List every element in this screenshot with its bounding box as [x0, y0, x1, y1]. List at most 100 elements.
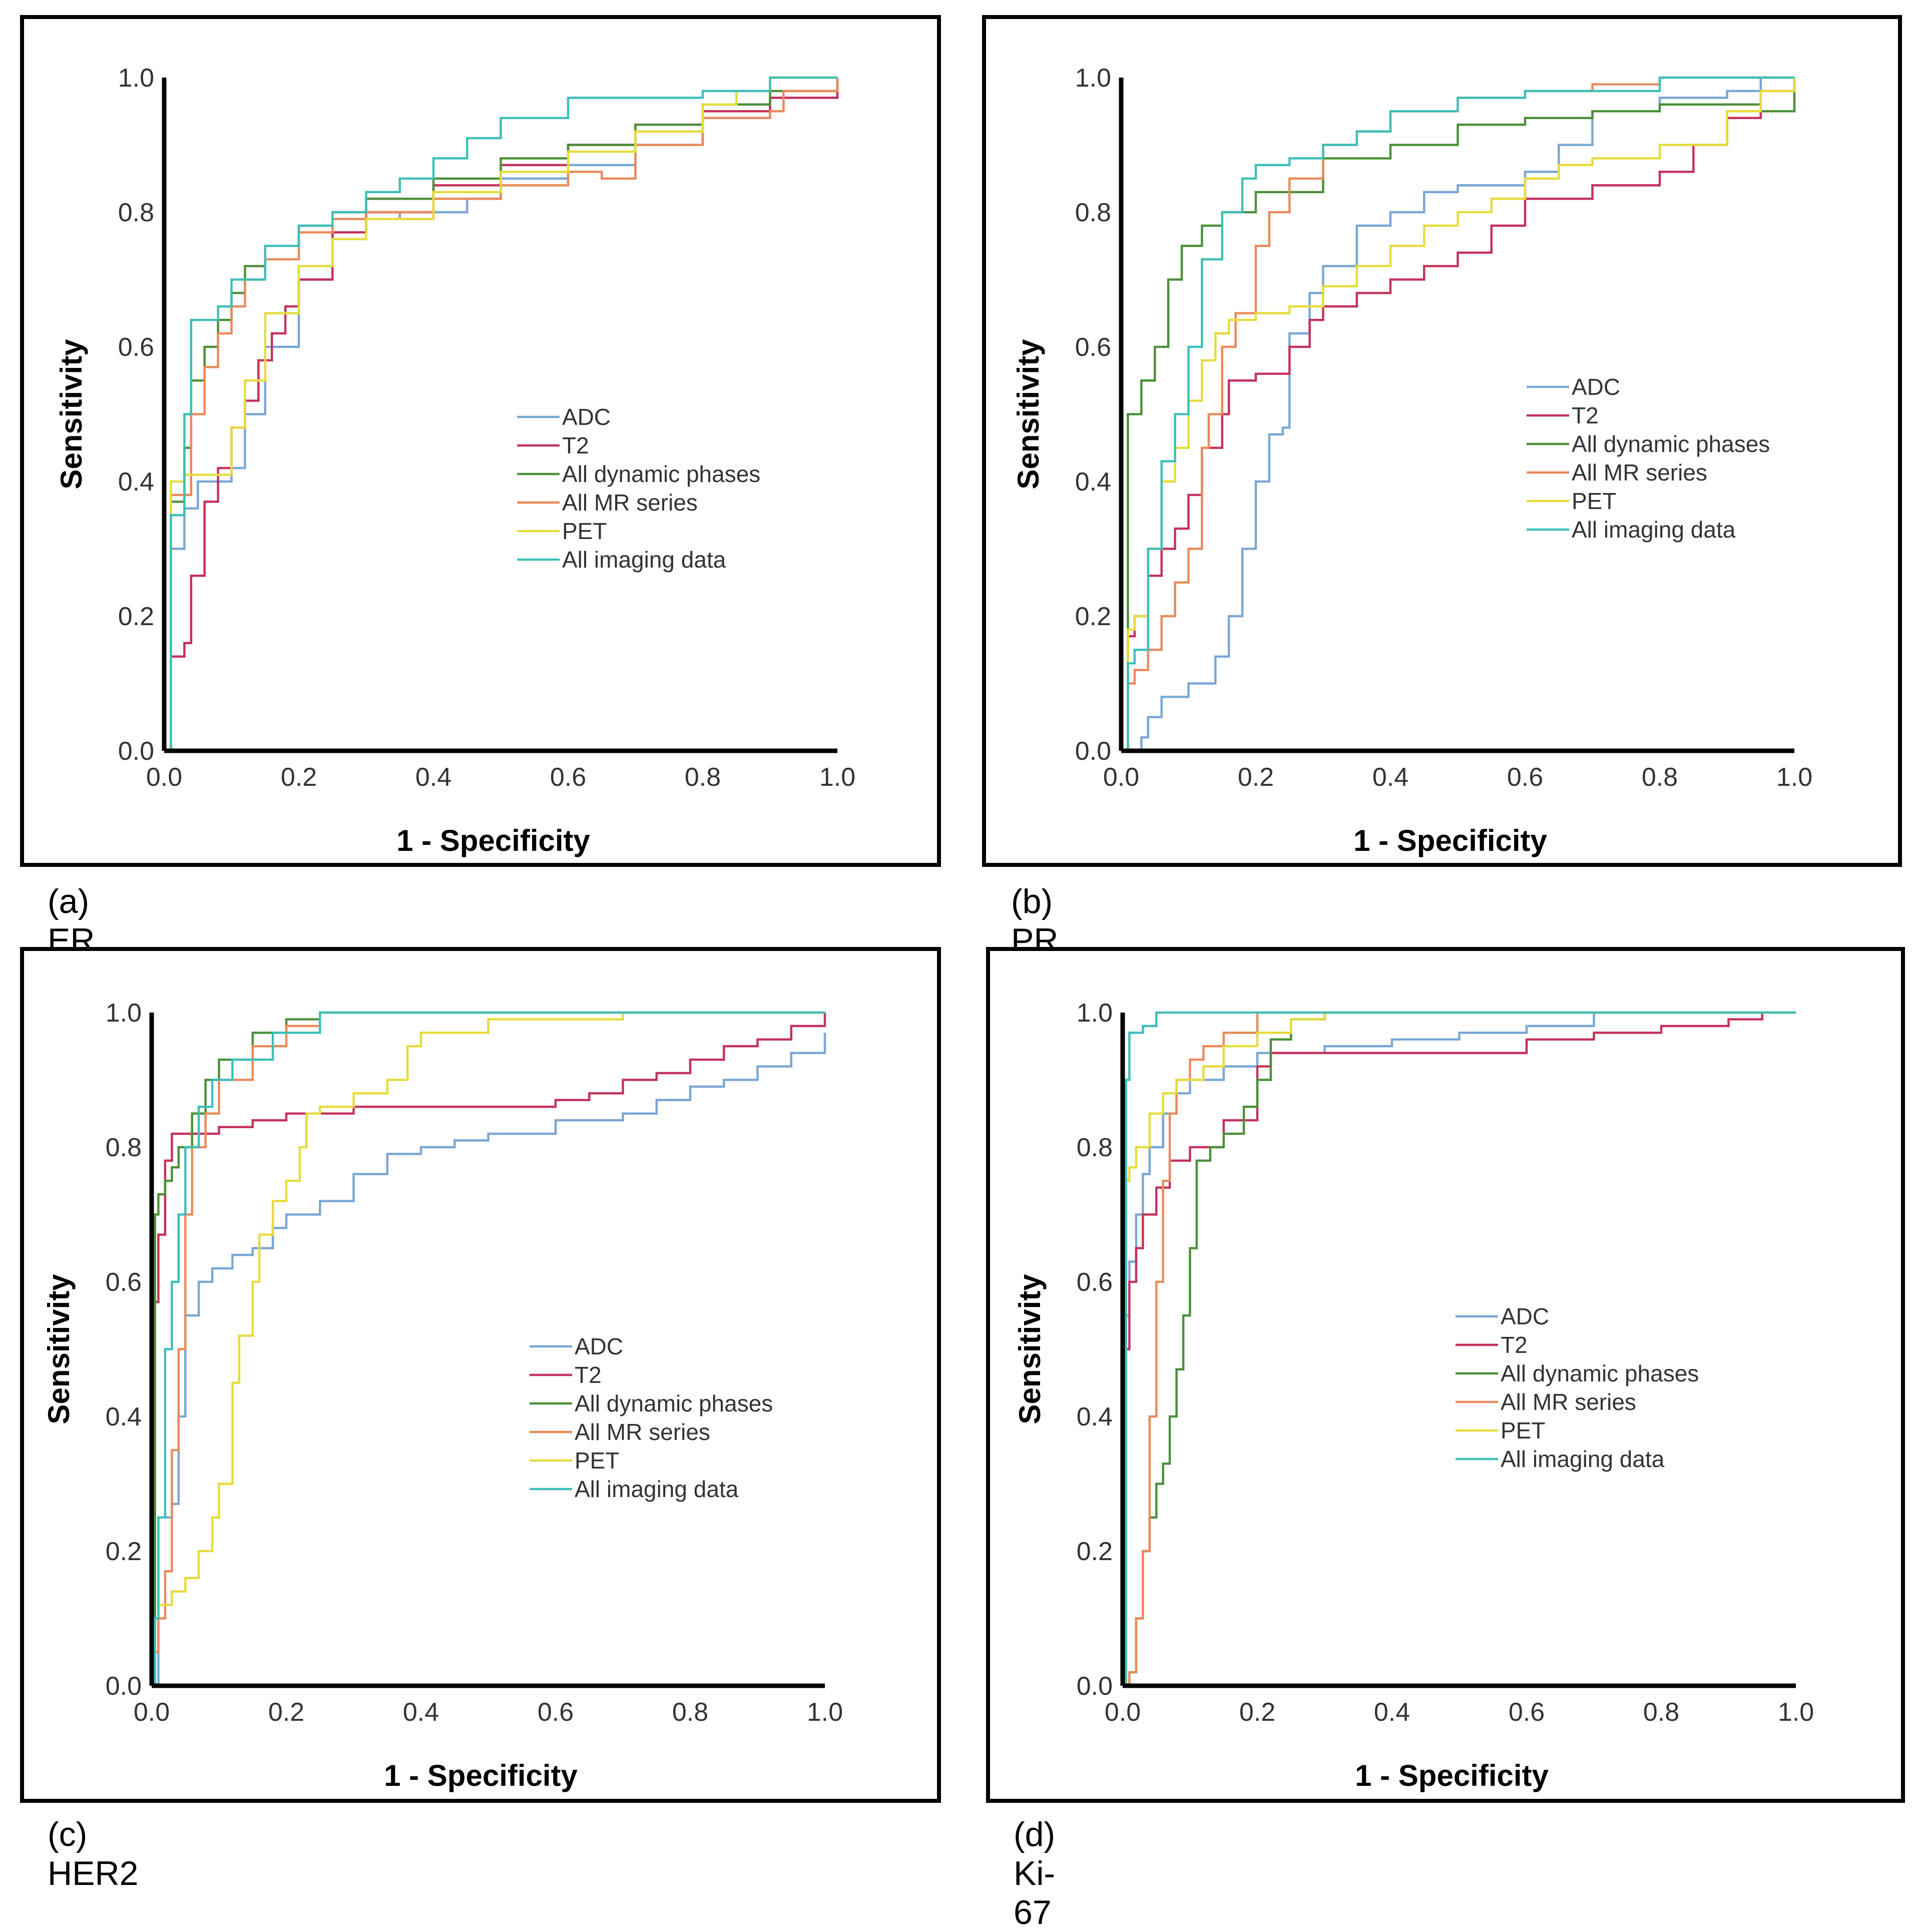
y-axis-title: Sensitivity	[55, 339, 88, 490]
legend-label-all-dynamic-phases: All dynamic phases	[1572, 431, 1770, 457]
x-tick-label: 0.0	[1105, 1698, 1141, 1727]
y-tick-label: 1.0	[1077, 999, 1113, 1028]
roc-chart-ki67: 0.0 0.2 0.4 0.6 0.8 1.0 0.0 0.2 0.4 0.6 0.8 1.0 1 - …	[1013, 999, 1814, 1792]
x-tick-label: 0.0	[134, 1698, 170, 1727]
legend-label-t2: T2	[1501, 1332, 1528, 1358]
legend-label-all-mr-series: All MR series	[575, 1419, 710, 1445]
y-tick-label: 0.0	[1075, 737, 1111, 766]
y-tick-label: 0.4	[1077, 1402, 1113, 1431]
roc-line-pet	[164, 76, 837, 752]
chart-frame-her2: 0.0 0.2 0.4 0.6 0.8 1.0 0.0 0.2 0.4 0.6 0.8 1.0 1 - …	[20, 947, 941, 1803]
x-axis-title: 1 - Specificity	[1355, 1759, 1549, 1792]
legend-label-adc: ADC	[575, 1333, 623, 1359]
roc-line-all-dynamic-phases	[1121, 78, 1796, 752]
x-tick-label: 0.2	[1239, 1698, 1275, 1727]
y-tick-label: 0.8	[106, 1133, 142, 1162]
y-axis-title: Sensitivity	[1012, 339, 1045, 490]
roc-line-adc	[152, 1033, 826, 1687]
x-tick-label: 0.6	[538, 1698, 574, 1727]
y-tick-label: 0.6	[106, 1268, 142, 1297]
roc-line-all-mr-series	[1123, 1011, 1796, 1687]
roc-line-adc	[1121, 76, 1794, 752]
y-tick-label: 0.4	[106, 1402, 142, 1431]
x-tick-label: 1.0	[819, 763, 855, 792]
roc-line-all-imaging-data	[1123, 1011, 1796, 1687]
y-tick-label: 0.8	[1075, 198, 1111, 227]
roc-line-t2	[152, 1013, 826, 1687]
legend-label-pet: PET	[562, 518, 607, 544]
x-tick-label: 0.4	[415, 763, 451, 792]
y-tick-label: 0.2	[118, 602, 154, 631]
legend-label-pet: PET	[575, 1447, 619, 1474]
caption-her2: (c) HER2	[48, 1815, 139, 1892]
legend-label-all-imaging-data: All imaging data	[1572, 517, 1736, 543]
legend-label-adc: ADC	[562, 404, 611, 430]
x-axis-title: 1 - Specificity	[384, 1759, 578, 1792]
legend-label-t2: T2	[575, 1362, 602, 1388]
y-tick-label: 0.2	[1075, 602, 1111, 631]
roc-line-t2	[1121, 78, 1796, 752]
x-tick-label: 0.2	[1238, 763, 1274, 792]
legend-label-t2: T2	[1572, 402, 1599, 428]
legend-label-all-mr-series: All MR series	[1572, 459, 1707, 486]
roc-line-all-dynamic-phases	[152, 1011, 825, 1687]
legend-label-all-dynamic-phases: All dynamic phases	[562, 461, 760, 487]
x-tick-label: 0.0	[146, 763, 182, 792]
caption-ki67: (d) Ki-67	[1014, 1815, 1056, 1931]
y-tick-label: 1.0	[106, 999, 142, 1028]
roc-chart-pr: 0.0 0.2 0.4 0.6 0.8 1.0 0.0 0.2 0.4 0.6 0.8 1.0 1 - …	[1012, 64, 1812, 857]
chart-frame-ki67: 0.0 0.2 0.4 0.6 0.8 1.0 0.0 0.2 0.4 0.6 0.8 1.0 1 - …	[986, 947, 1905, 1803]
roc-line-all-imaging-data	[1121, 76, 1794, 752]
x-tick-label: 0.6	[550, 763, 586, 792]
legend-label-all-dynamic-phases: All dynamic phases	[575, 1390, 773, 1416]
legend-label-all-mr-series: All MR series	[1501, 1389, 1636, 1415]
chart-frame-er: 0.0 0.2 0.4 0.6 0.8 1.0 0.0 0.2 0.4 0.6 0.8 1.0 1 - …	[20, 15, 941, 867]
roc-line-all-dynamic-phases	[1123, 1011, 1796, 1687]
y-tick-label: 0.6	[118, 333, 154, 362]
x-tick-label: 0.4	[403, 1698, 439, 1727]
x-tick-label: 0.8	[672, 1698, 708, 1727]
roc-line-all-mr-series	[152, 1011, 825, 1687]
roc-line-pet	[152, 1011, 825, 1687]
x-tick-label: 0.8	[685, 763, 721, 792]
x-tick-label: 0.2	[268, 1698, 304, 1727]
legend-label-pet: PET	[1501, 1417, 1545, 1443]
chart-frame-pr: 0.0 0.2 0.4 0.6 0.8 1.0 0.0 0.2 0.4 0.6 0.8 1.0 1 - …	[982, 15, 1902, 867]
x-tick-label: 0.4	[1372, 763, 1408, 792]
legend-label-all-imaging-data: All imaging data	[562, 547, 726, 573]
y-tick-label: 1.0	[118, 64, 154, 93]
x-axis-title: 1 - Specificity	[1353, 824, 1547, 857]
y-tick-label: 0.6	[1077, 1268, 1113, 1297]
y-axis-title: Sensitivity	[42, 1274, 76, 1424]
y-tick-label: 0.8	[1077, 1133, 1113, 1162]
x-axis-title: 1 - Specificity	[396, 824, 590, 857]
x-tick-label: 0.4	[1374, 1698, 1410, 1727]
legend-label-adc: ADC	[1572, 374, 1620, 400]
roc-line-t2	[1123, 1011, 1796, 1687]
y-tick-label: 0.6	[1075, 333, 1111, 362]
legend-label-all-imaging-data: All imaging data	[575, 1476, 739, 1502]
x-tick-label: 0.6	[1507, 763, 1543, 792]
roc-chart-er: 0.0 0.2 0.4 0.6 0.8 1.0 0.0 0.2 0.4 0.6 0.8 1.0 1 - …	[55, 64, 855, 857]
y-tick-label: 0.4	[118, 467, 154, 497]
roc-line-pet	[1123, 1011, 1796, 1687]
x-tick-label: 0.2	[281, 763, 317, 792]
y-tick-label: 0.0	[1077, 1672, 1113, 1701]
y-tick-label: 0.2	[1077, 1537, 1113, 1566]
y-tick-label: 0.0	[106, 1672, 142, 1701]
legend-label-all-imaging-data: All imaging data	[1501, 1446, 1665, 1472]
x-tick-label: 1.0	[807, 1698, 843, 1727]
x-tick-label: 0.6	[1509, 1698, 1545, 1727]
y-tick-label: 0.8	[118, 198, 154, 227]
legend-label-adc: ADC	[1501, 1303, 1549, 1329]
legend-label-pet: PET	[1572, 488, 1616, 514]
x-tick-label: 1.0	[1778, 1698, 1814, 1727]
legend-label-all-dynamic-phases: All dynamic phases	[1501, 1360, 1699, 1386]
x-tick-label: 0.8	[1642, 763, 1678, 792]
roc-chart-her2: 0.0 0.2 0.4 0.6 0.8 1.0 0.0 0.2 0.4 0.6 0.8 1.0 1 - …	[42, 999, 843, 1792]
x-tick-label: 0.0	[1103, 763, 1139, 792]
roc-line-all-imaging-data	[152, 1011, 825, 1687]
x-tick-label: 1.0	[1776, 763, 1812, 792]
y-tick-label: 0.0	[118, 737, 154, 766]
roc-line-all-imaging-data	[164, 76, 837, 752]
